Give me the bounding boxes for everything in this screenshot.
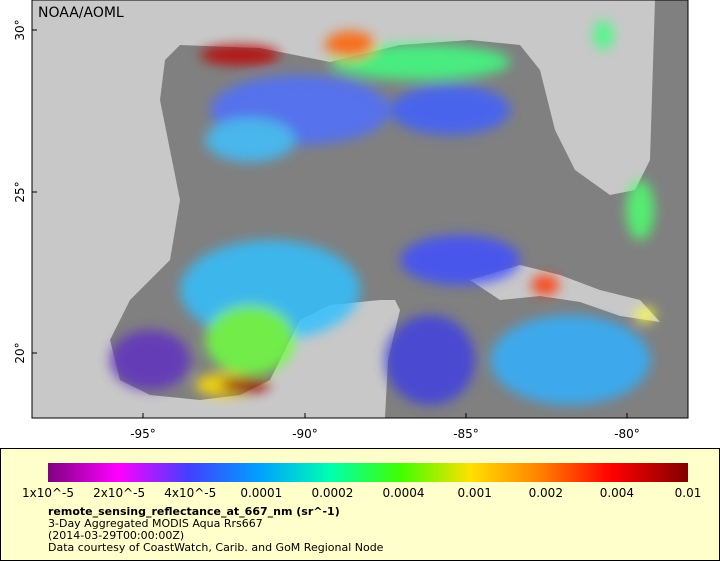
colorbar-tick-label: 0.002 xyxy=(529,486,563,500)
lat-label: 25° xyxy=(13,181,27,202)
colorbar-tick-label: 0.01 xyxy=(675,486,702,500)
colorbar xyxy=(48,463,688,482)
lon-label: -85° xyxy=(453,427,479,441)
lon-label: -95° xyxy=(130,427,156,441)
colorbar-tick-label: 0.0004 xyxy=(383,486,425,500)
lon-label: -90° xyxy=(292,427,318,441)
map-frame xyxy=(31,0,689,419)
cuba xyxy=(470,265,660,322)
colorbar-tick-label: 0.0001 xyxy=(240,486,282,500)
source: Data courtesy of CoastWatch, Carib. and … xyxy=(48,541,384,554)
colorbar-tick-label: 4x10^-5 xyxy=(164,486,216,500)
description: 3-Day Aggregated MODIS Aqua Rrs667 xyxy=(48,517,263,530)
credit: NOAA/AOML xyxy=(38,5,124,21)
variable-name: remote_sensing_reflectance_at_667_nm (sr… xyxy=(48,505,340,518)
map xyxy=(32,0,688,418)
colorbar-tick-label: 0.0002 xyxy=(311,486,353,500)
colorbar-tick-label: 1x10^-5 xyxy=(22,486,74,500)
time: (2014-03-29T00:00:00Z) xyxy=(48,529,184,542)
reflectance-patches xyxy=(110,20,655,405)
colorbar-tick-label: 0.004 xyxy=(600,486,634,500)
lat-label: 30° xyxy=(13,19,27,40)
colorbar-tick-label: 2x10^-5 xyxy=(93,486,145,500)
lat-label: 20° xyxy=(13,342,27,363)
colorbar-tick-label: 0.001 xyxy=(457,486,491,500)
lon-label: -80° xyxy=(614,427,640,441)
